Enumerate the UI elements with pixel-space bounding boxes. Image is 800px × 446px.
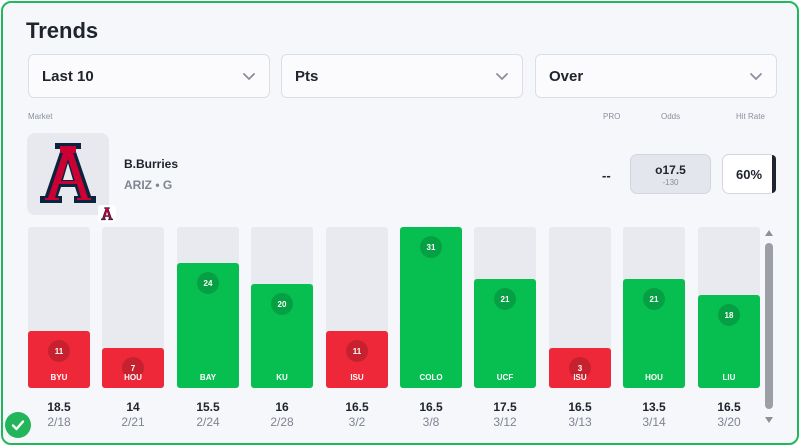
check-icon	[5, 412, 31, 438]
arizona-a-logo	[40, 143, 96, 203]
bar-opponent-label: UCF	[496, 373, 514, 382]
bar-date-label: 3/13	[568, 415, 592, 429]
bar-slot[interactable]: 3 ISU	[549, 227, 611, 388]
bar-slot[interactable]: 31 COLO	[400, 227, 462, 388]
pro-header: PRO	[603, 112, 621, 121]
bar-line-label: 16.5	[568, 400, 592, 414]
stat-dropdown-label: Pts	[295, 67, 319, 85]
bar-opponent-label: ISU	[573, 373, 587, 382]
bar-date-label: 2/18	[47, 415, 71, 429]
bar-hit[interactable]: 21 HOU	[623, 279, 685, 388]
bar-miss[interactable]: 7 HOU	[102, 348, 164, 388]
bar-value-label: 3	[569, 357, 591, 379]
bar-line-label: 15.5	[196, 400, 220, 414]
bar-value-label: 11	[48, 340, 70, 362]
bar-line-label: 16.5	[419, 400, 443, 414]
team-badge	[98, 205, 116, 223]
bar-slot[interactable]: 24 BAY	[177, 227, 239, 388]
odds-header: Odds	[661, 112, 681, 121]
range-dropdown[interactable]: Last 10	[28, 54, 270, 98]
chevron-down-icon	[496, 73, 508, 80]
bar-opponent-label: ISU	[350, 373, 364, 382]
bar-date-label: 3/8	[422, 415, 440, 429]
hit-rate-value: 60%	[735, 166, 763, 182]
bar-value-label: 31	[420, 236, 442, 258]
direction-dropdown-label: Over	[549, 67, 584, 85]
bar-line-label: 18.5	[47, 400, 71, 414]
bar-line-label: 16	[275, 400, 289, 414]
bar-slot[interactable]: 21 HOU	[623, 227, 685, 388]
bar-line-label: 16.5	[345, 400, 369, 414]
odds-line: o17.5	[655, 163, 686, 177]
bar-date-label: 3/14	[642, 415, 666, 429]
bar-slot[interactable]: 7 HOU	[102, 227, 164, 388]
bar-opponent-label: BYU	[50, 373, 68, 382]
hit-rate-header: Hit Rate	[736, 112, 765, 121]
stat-dropdown[interactable]: Pts	[281, 54, 523, 98]
bar-value-label: 20	[271, 293, 293, 315]
bar-date-label: 2/28	[270, 415, 294, 429]
bar-value-label: 21	[494, 288, 516, 310]
bar-hit[interactable]: 20 KU	[251, 284, 313, 388]
bar-line-label: 13.5	[642, 400, 666, 414]
bar-slot[interactable]: 18 LIU	[698, 227, 760, 388]
market-header: Market	[28, 112, 53, 121]
arizona-a-mini-icon	[101, 207, 113, 221]
odds-button[interactable]: o17.5 -130	[630, 154, 711, 194]
bar-date-label: 3/12	[493, 415, 517, 429]
bar-opponent-label: KU	[276, 373, 288, 382]
bar-line-label: 14	[126, 400, 140, 414]
scrollbar[interactable]	[763, 228, 775, 428]
range-dropdown-label: Last 10	[42, 67, 94, 85]
bar-value-label: 21	[643, 288, 665, 310]
page-title: Trends	[26, 18, 99, 43]
scroll-up-arrow-icon[interactable]	[765, 230, 773, 236]
bar-line-label: 17.5	[493, 400, 517, 414]
odds-price: -130	[662, 178, 679, 187]
bar-miss[interactable]: 3 ISU	[549, 348, 611, 388]
hit-rate-accent	[772, 155, 776, 193]
bar-slot[interactable]: 11 BYU	[28, 227, 90, 388]
scroll-thumb[interactable]	[765, 243, 773, 409]
bar-miss[interactable]: 11 BYU	[28, 331, 90, 388]
team-logo	[27, 133, 109, 215]
bar-date-label: 2/21	[121, 415, 145, 429]
player-team-position: ARIZ • G	[124, 178, 173, 192]
bar-value-label: 18	[718, 304, 740, 326]
bar-opponent-label: BAY	[199, 373, 217, 382]
bar-date-label: 2/24	[196, 415, 220, 429]
chevron-down-icon	[750, 73, 762, 80]
bar-date-label: 3/2	[348, 415, 366, 429]
bar-value-label: 11	[346, 340, 368, 362]
bar-hit[interactable]: 21 UCF	[474, 279, 536, 388]
bar-opponent-label: HOU	[645, 373, 663, 382]
bar-value-label: 24	[197, 272, 219, 294]
chevron-down-icon	[243, 73, 255, 80]
checkmark-icon	[11, 420, 25, 431]
bar-slot[interactable]: 11 ISU	[326, 227, 388, 388]
bar-slot[interactable]: 21 UCF	[474, 227, 536, 388]
scroll-down-arrow-icon[interactable]	[765, 417, 773, 423]
bar-miss[interactable]: 11 ISU	[326, 331, 388, 388]
bar-hit[interactable]: 31 COLO	[400, 227, 462, 388]
bar-opponent-label: COLO	[419, 373, 443, 382]
bar-hit[interactable]: 24 BAY	[177, 263, 239, 388]
bar-line-label: 16.5	[717, 400, 741, 414]
player-name[interactable]: B.Burries	[124, 157, 179, 171]
bar-slot[interactable]: 20 KU	[251, 227, 313, 388]
direction-dropdown[interactable]: Over	[535, 54, 777, 98]
bar-opponent-label: HOU	[124, 373, 142, 382]
bar-value-label: 7	[122, 357, 144, 379]
bar-date-label: 3/20	[717, 415, 741, 429]
bar-opponent-label: LIU	[722, 373, 736, 382]
bar-hit[interactable]: 18 LIU	[698, 295, 760, 388]
pro-value: --	[602, 168, 611, 183]
